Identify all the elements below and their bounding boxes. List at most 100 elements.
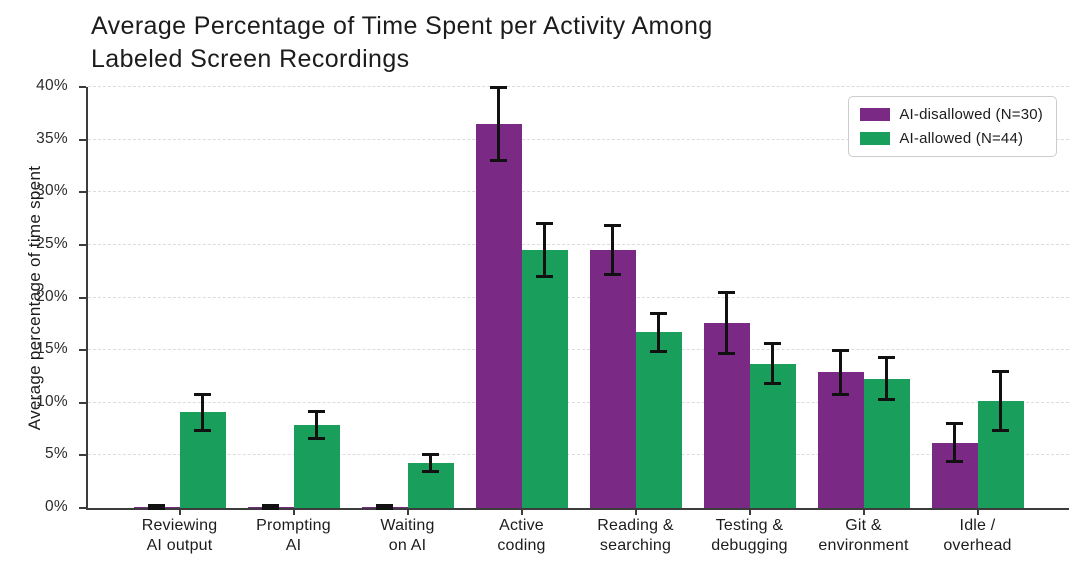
y-tick-label: 40% bbox=[36, 77, 68, 94]
error-bar-cap bbox=[764, 342, 781, 346]
error-bar-line bbox=[657, 313, 660, 352]
legend-item-ai-disallowed: AI-disallowed (N=30) bbox=[860, 106, 1043, 123]
error-bar-cap bbox=[718, 290, 735, 294]
error-bar-cap bbox=[422, 452, 439, 456]
x-tick-mark bbox=[520, 510, 523, 515]
error-bar-line bbox=[885, 357, 888, 400]
error-bar-cap bbox=[878, 356, 895, 359]
error-bar-cap bbox=[604, 224, 621, 228]
error-bar-cap bbox=[536, 222, 553, 226]
y-tick-mark bbox=[79, 401, 86, 404]
x-tick-label: Reviewing AI output bbox=[141, 517, 218, 554]
x-tick-label: Testing & debugging bbox=[711, 517, 788, 554]
error-bar-cap bbox=[376, 506, 393, 510]
error-bar-cap bbox=[262, 504, 279, 508]
legend-item-ai-allowed: AI-allowed (N=44) bbox=[860, 130, 1043, 147]
gridline bbox=[88, 243, 1069, 245]
gridline bbox=[88, 349, 1069, 351]
gridline bbox=[88, 138, 1069, 140]
error-bar-cap bbox=[946, 460, 963, 464]
legend-label-ai-disallowed: AI-disallowed (N=30) bbox=[899, 106, 1043, 123]
y-tick-mark bbox=[79, 454, 86, 457]
x-tick-mark bbox=[406, 510, 409, 515]
error-bar-line bbox=[953, 423, 956, 462]
error-bar-line bbox=[611, 225, 614, 275]
legend-label-ai-allowed: AI-allowed (N=44) bbox=[899, 130, 1024, 147]
y-tick-label: 10% bbox=[36, 392, 68, 410]
y-tick-mark bbox=[79, 191, 86, 194]
error-bar-cap bbox=[832, 392, 849, 396]
error-bar-cap bbox=[878, 398, 895, 402]
x-axis-spine bbox=[86, 507, 1069, 510]
gridline bbox=[88, 296, 1069, 298]
gridline bbox=[88, 454, 1069, 456]
error-bar-cap bbox=[308, 437, 325, 441]
legend-swatch-ai-allowed bbox=[860, 132, 891, 145]
y-tick-label: 35% bbox=[36, 129, 68, 147]
error-bar-cap bbox=[194, 392, 211, 396]
gridline bbox=[88, 401, 1069, 403]
error-bar-line bbox=[999, 371, 1002, 431]
x-tick-mark bbox=[976, 510, 979, 515]
error-bar-cap bbox=[946, 422, 963, 426]
error-bar-cap bbox=[718, 351, 735, 355]
legend: AI-disallowed (N=30) AI-allowed (N=44) bbox=[848, 96, 1057, 157]
bar-disallowed-3 bbox=[475, 123, 522, 508]
x-tick-mark bbox=[634, 510, 637, 515]
y-tick-mark bbox=[79, 296, 86, 299]
x-tick-label: Idle / overhead bbox=[943, 517, 1012, 554]
y-tick-label: 20% bbox=[36, 287, 68, 305]
error-bar-cap bbox=[992, 428, 1009, 432]
error-bar-cap bbox=[650, 311, 667, 315]
gridline bbox=[88, 86, 1069, 87]
error-bar-cap bbox=[148, 504, 165, 508]
error-bar-line bbox=[497, 87, 500, 161]
error-bar-cap bbox=[764, 382, 781, 386]
error-bar-line bbox=[315, 411, 318, 439]
x-tick-label: Prompting AI bbox=[256, 517, 331, 554]
y-tick-mark bbox=[79, 507, 86, 509]
x-tick-mark bbox=[292, 510, 295, 515]
error-bar-cap bbox=[422, 469, 439, 473]
error-bar-cap bbox=[832, 348, 849, 352]
error-bar-line bbox=[429, 454, 432, 472]
legend-swatch-ai-disallowed bbox=[860, 108, 891, 121]
y-tick-mark bbox=[79, 138, 86, 141]
y-tick-label: 25% bbox=[36, 234, 68, 252]
y-tick-label: 30% bbox=[36, 182, 68, 200]
error-bar-line bbox=[201, 394, 204, 431]
x-tick-mark bbox=[178, 510, 181, 515]
error-bar-cap bbox=[992, 369, 1009, 373]
x-tick-label: Reading & searching bbox=[597, 517, 674, 554]
chart-title: Average Percentage of Time Spent per Act… bbox=[91, 12, 713, 73]
error-bar-line bbox=[543, 223, 546, 277]
error-bar-cap bbox=[376, 504, 393, 508]
error-bar-cap bbox=[604, 272, 621, 276]
error-bar-cap bbox=[308, 409, 325, 413]
bar-disallowed-4 bbox=[589, 250, 636, 508]
y-tick-mark bbox=[79, 243, 86, 246]
error-bar-cap bbox=[490, 85, 507, 89]
error-bar-line bbox=[725, 292, 728, 354]
x-tick-label: Git & environment bbox=[818, 517, 909, 554]
error-bar-line bbox=[839, 350, 842, 395]
bar-allowed-3 bbox=[521, 250, 568, 508]
error-bar-cap bbox=[194, 428, 211, 432]
error-bar-cap bbox=[148, 506, 165, 510]
y-tick-mark bbox=[79, 86, 86, 88]
error-bar-cap bbox=[490, 159, 507, 163]
y-axis-spine bbox=[86, 87, 88, 510]
x-tick-label: Active coding bbox=[497, 517, 546, 554]
bar-allowed-5 bbox=[749, 363, 796, 508]
gridline bbox=[88, 191, 1069, 193]
plot-area: 0% 5% 10% 15% 20% 25% 30% 35% 40% Reviewing AI ou… bbox=[36, 77, 1069, 554]
error-bar-cap bbox=[536, 274, 553, 278]
error-bar-cap bbox=[262, 506, 279, 510]
x-tick-label: Waiting on AI bbox=[380, 517, 435, 554]
x-tick-mark bbox=[748, 510, 751, 515]
x-tick-mark bbox=[862, 510, 865, 515]
y-tick-label: 0% bbox=[44, 498, 68, 515]
y-tick-mark bbox=[79, 349, 86, 352]
y-tick-label: 5% bbox=[44, 445, 68, 463]
